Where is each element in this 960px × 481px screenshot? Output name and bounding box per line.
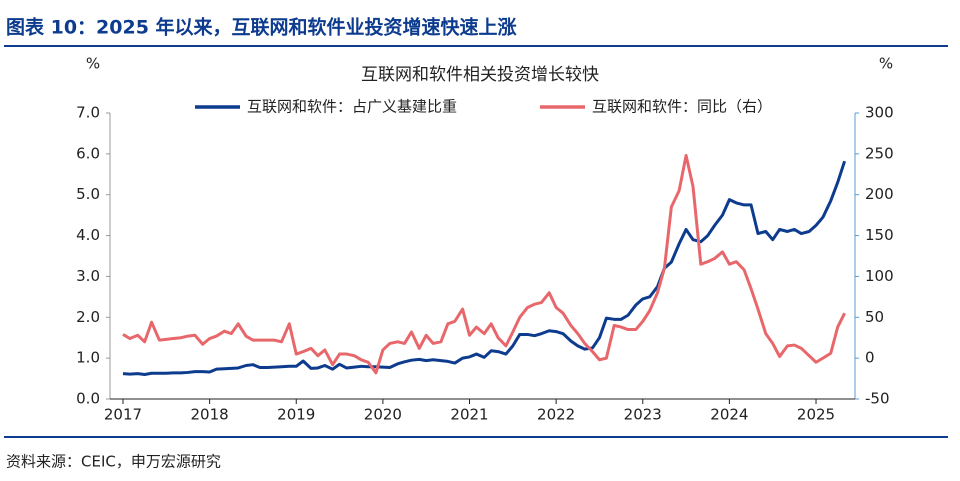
- y2-tick-label: 300: [865, 104, 894, 122]
- y-tick-label: 5.0: [76, 185, 100, 203]
- y2-tick-label: -50: [865, 390, 890, 408]
- y-tick-label: 1.0: [76, 349, 100, 367]
- y2-tick-label: 200: [865, 185, 894, 203]
- y2-tick-label: 250: [865, 144, 894, 162]
- y-tick-label: 3.0: [76, 267, 100, 285]
- x-tick-label: 2024: [710, 406, 748, 424]
- x-tick-label: 2019: [277, 406, 315, 424]
- y-axis-label: %: [86, 55, 100, 73]
- chart-title: 互联网和软件相关投资增长较快: [361, 65, 599, 85]
- y2-tick-label: 150: [865, 226, 894, 244]
- y-tick-label: 7.0: [76, 104, 100, 122]
- y-tick-label: 4.0: [76, 226, 100, 244]
- x-tick-label: 2021: [450, 406, 488, 424]
- y-tick-label: 2.0: [76, 308, 100, 326]
- y2-tick-label: 0: [865, 349, 875, 367]
- x-tick-label: 2022: [537, 406, 575, 424]
- x-tick-label: 2025: [797, 406, 835, 424]
- x-tick-label: 2023: [624, 406, 662, 424]
- x-tick-label: 2017: [104, 406, 142, 424]
- x-tick-label: 2020: [364, 406, 402, 424]
- legend-label: 互联网和软件：同比（右）: [592, 98, 772, 116]
- y2-tick-label: 100: [865, 267, 894, 285]
- legend-label: 互联网和软件：占广义基建比重: [247, 98, 457, 116]
- series-line: [122, 160, 847, 376]
- y-tick-label: 6.0: [76, 144, 100, 162]
- y-tick-label: 0.0: [76, 390, 100, 408]
- source-note: 资料来源：CEIC，申万宏源研究: [6, 453, 221, 471]
- x-tick-label: 2018: [191, 406, 229, 424]
- y2-tick-label: 50: [865, 308, 884, 326]
- header-title: 图表 10：2025 年以来，互联网和软件业投资增速快速上涨: [6, 16, 517, 39]
- series-line: [122, 153, 846, 375]
- y2-axis-label: %: [879, 55, 893, 73]
